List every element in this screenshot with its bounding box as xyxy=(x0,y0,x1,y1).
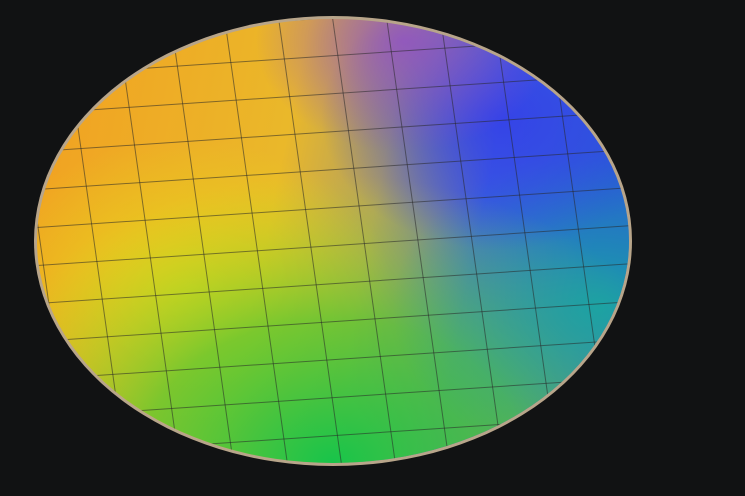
wafer xyxy=(34,16,632,466)
grid-line-vertical xyxy=(440,19,504,463)
grid-line-horizontal xyxy=(37,111,629,152)
grid-line-horizontal xyxy=(37,73,629,114)
grid-line-vertical xyxy=(278,19,342,463)
grid-line-horizontal xyxy=(37,225,629,266)
grid-line-vertical xyxy=(170,19,234,463)
grid-line-vertical xyxy=(224,19,288,463)
grid-line-vertical xyxy=(386,19,450,463)
grid-line-horizontal xyxy=(37,339,629,380)
grid-line-horizontal xyxy=(37,301,629,342)
purple-sheen xyxy=(37,19,629,463)
grid-line-vertical xyxy=(494,19,558,463)
grid-line-horizontal xyxy=(491,453,629,463)
grid-line-vertical xyxy=(116,19,180,463)
grid-line-horizontal xyxy=(37,263,629,304)
grid-line-horizontal xyxy=(37,149,629,190)
grid-line-horizontal xyxy=(37,187,629,228)
